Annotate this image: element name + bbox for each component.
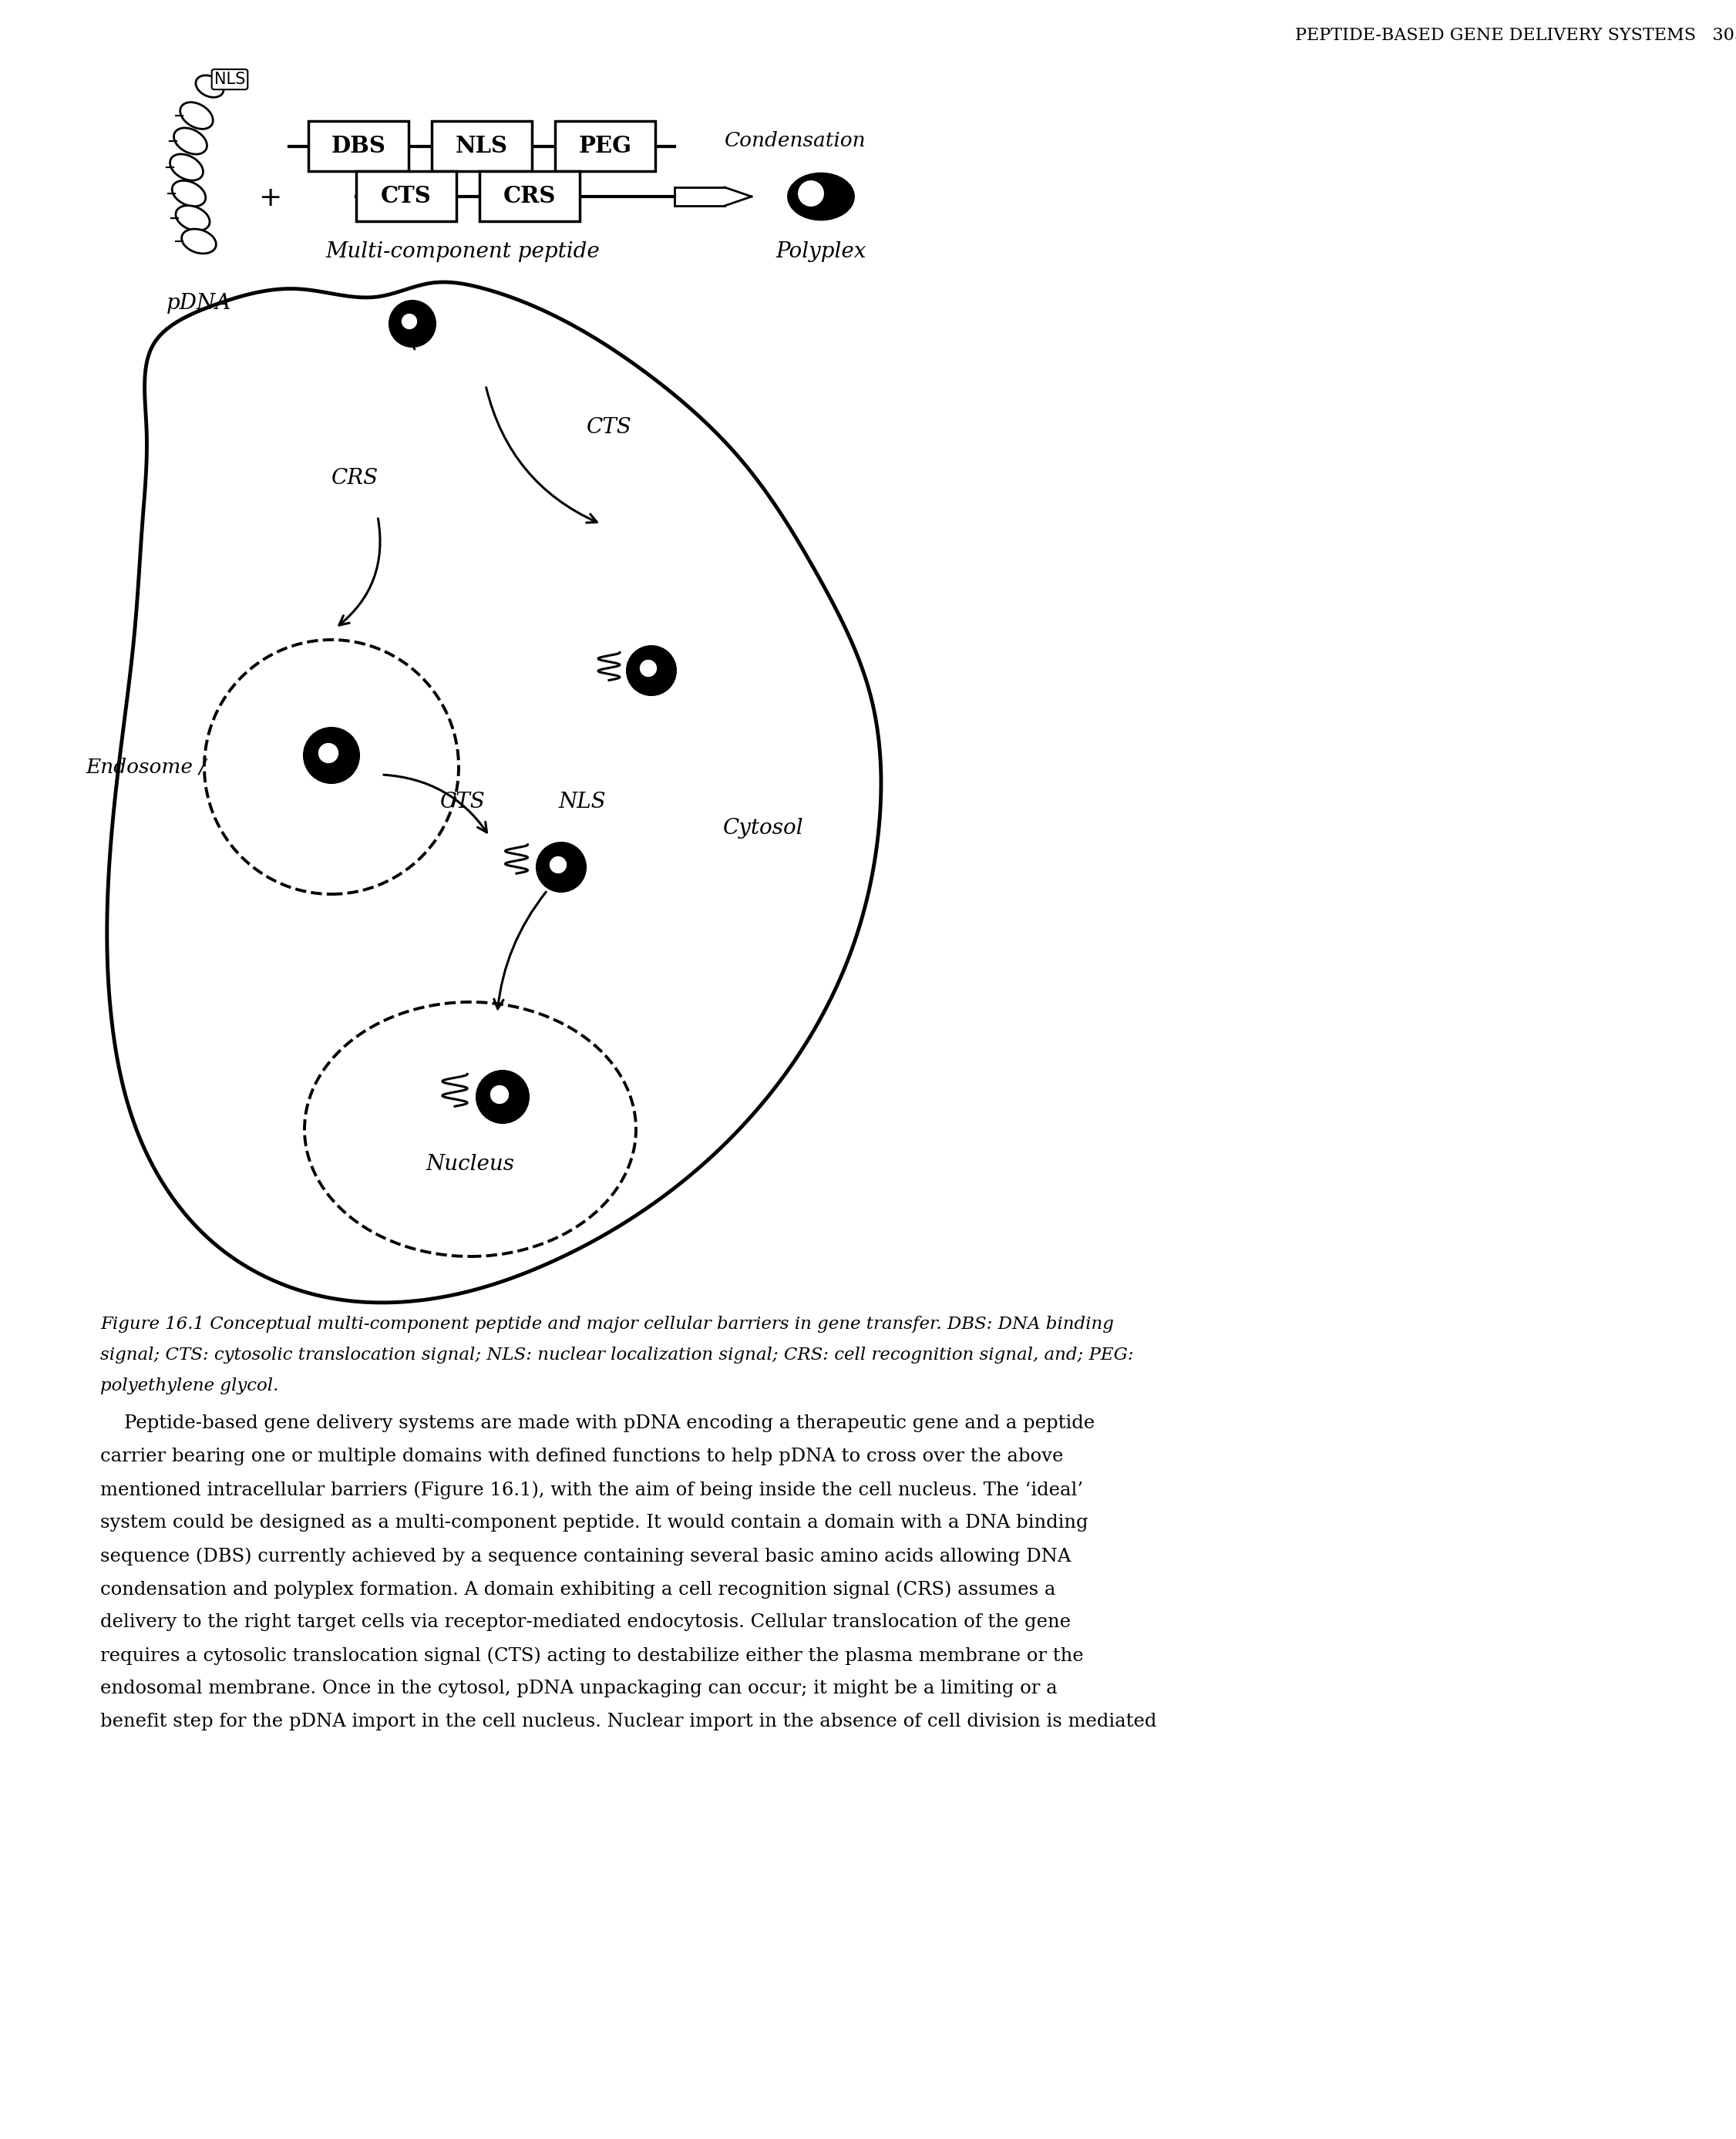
Circle shape — [401, 312, 418, 329]
Text: delivery to the right target cells via receptor-mediated endocytosis. Cellular t: delivery to the right target cells via r… — [101, 1613, 1071, 1632]
Ellipse shape — [196, 75, 224, 96]
Text: endosomal membrane. Once in the cytosol, pDNA unpackaging can occur; it might be: endosomal membrane. Once in the cytosol,… — [101, 1679, 1057, 1698]
Text: +: + — [259, 184, 281, 212]
Text: Multi-component peptide: Multi-component peptide — [325, 242, 599, 263]
Text: CTS: CTS — [439, 791, 484, 813]
Text: CRS: CRS — [332, 468, 378, 488]
FancyBboxPatch shape — [309, 122, 408, 171]
Circle shape — [797, 180, 825, 207]
Text: Polyplex: Polyplex — [776, 242, 866, 263]
FancyBboxPatch shape — [556, 122, 654, 171]
Circle shape — [476, 1072, 529, 1123]
Circle shape — [536, 843, 585, 892]
Circle shape — [304, 727, 359, 783]
Text: pDNA: pDNA — [167, 293, 231, 314]
Text: CRS: CRS — [503, 184, 556, 207]
Ellipse shape — [181, 103, 214, 128]
Text: −: − — [167, 135, 179, 150]
Circle shape — [490, 1084, 510, 1104]
Polygon shape — [108, 282, 882, 1303]
Text: −: − — [174, 235, 184, 248]
Ellipse shape — [788, 173, 854, 220]
Circle shape — [549, 856, 568, 875]
Text: NLS: NLS — [455, 135, 509, 158]
Circle shape — [205, 640, 458, 894]
Text: sequence (DBS) currently achieved by a sequence containing several basic amino a: sequence (DBS) currently achieved by a s… — [101, 1546, 1071, 1566]
Circle shape — [639, 659, 658, 678]
Text: NLS: NLS — [214, 73, 245, 88]
Text: signal; CTS: cytosolic translocation signal; NLS: nuclear localization signal; C: signal; CTS: cytosolic translocation sig… — [101, 1348, 1134, 1363]
Text: Nucleus: Nucleus — [425, 1153, 514, 1174]
Text: −: − — [174, 109, 184, 124]
Text: requires a cytosolic translocation signal (CTS) acting to destabilize either the: requires a cytosolic translocation signa… — [101, 1647, 1083, 1664]
Text: DBS: DBS — [332, 135, 385, 158]
Text: polyethylene glycol.: polyethylene glycol. — [101, 1378, 278, 1395]
FancyBboxPatch shape — [479, 171, 580, 220]
Ellipse shape — [175, 205, 210, 231]
Text: CTS: CTS — [587, 417, 632, 438]
Ellipse shape — [170, 154, 203, 180]
Text: Cytosol: Cytosol — [722, 819, 804, 838]
Text: Condensation: Condensation — [724, 130, 866, 150]
Text: −: − — [168, 212, 181, 227]
Text: PEG: PEG — [578, 135, 632, 158]
Ellipse shape — [304, 1001, 635, 1256]
Ellipse shape — [182, 229, 215, 255]
Text: Figure 16.1 Conceptual multi-component peptide and major cellular barriers in ge: Figure 16.1 Conceptual multi-component p… — [101, 1315, 1115, 1333]
Circle shape — [318, 742, 339, 764]
Text: Peptide-based gene delivery systems are made with pDNA encoding a therapeutic ge: Peptide-based gene delivery systems are … — [101, 1414, 1095, 1433]
Text: PEPTIDE-BASED GENE DELIVERY SYSTEMS   305: PEPTIDE-BASED GENE DELIVERY SYSTEMS 305 — [1295, 28, 1736, 45]
Text: carrier bearing one or multiple domains with defined functions to help pDNA to c: carrier bearing one or multiple domains … — [101, 1448, 1064, 1465]
Circle shape — [627, 646, 675, 695]
Text: benefit step for the pDNA import in the cell nucleus. Nuclear import in the abse: benefit step for the pDNA import in the … — [101, 1713, 1156, 1730]
Text: CTS: CTS — [380, 184, 432, 207]
Text: mentioned intracellular barriers (Figure 16.1), with the aim of being inside the: mentioned intracellular barriers (Figure… — [101, 1480, 1083, 1499]
Text: condensation and polyplex formation. A domain exhibiting a cell recognition sign: condensation and polyplex formation. A d… — [101, 1581, 1055, 1598]
Text: −: − — [163, 160, 175, 175]
Text: −: − — [165, 188, 177, 201]
Text: Endosome /: Endosome / — [87, 757, 207, 776]
Ellipse shape — [172, 180, 205, 205]
Text: NLS: NLS — [559, 791, 606, 813]
Text: system could be designed as a multi-component peptide. It would contain a domain: system could be designed as a multi-comp… — [101, 1514, 1088, 1532]
Circle shape — [389, 302, 436, 347]
Ellipse shape — [174, 128, 207, 154]
FancyBboxPatch shape — [432, 122, 531, 171]
FancyBboxPatch shape — [356, 171, 457, 220]
